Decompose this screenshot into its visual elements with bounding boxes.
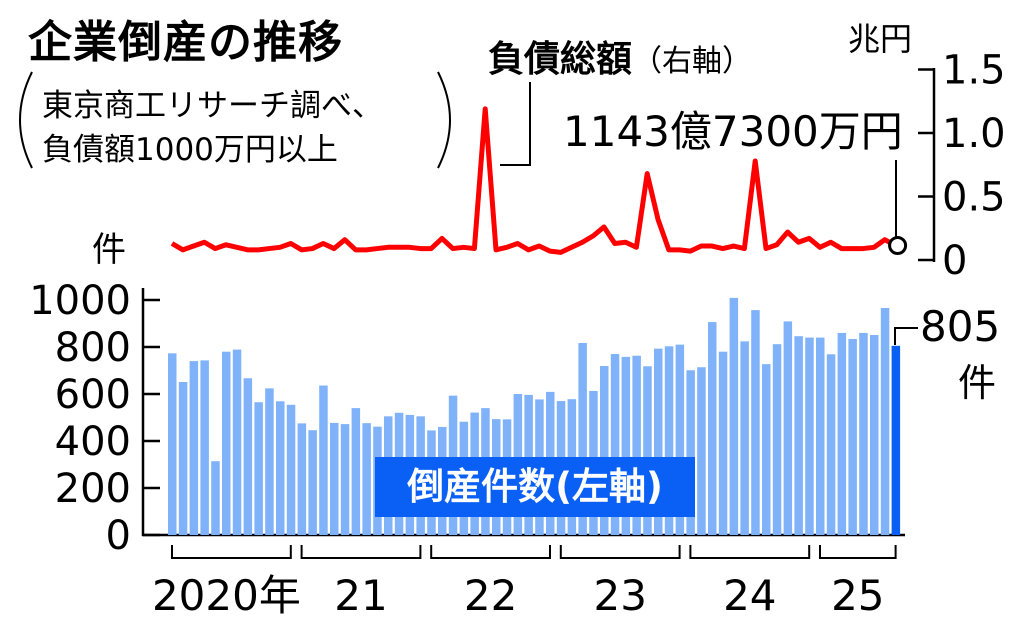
right-axis-tick-label: 0.5 — [942, 175, 1006, 221]
bar — [729, 297, 739, 535]
bar-latest — [891, 345, 901, 535]
source-note-line2: 負債額1000万円以上 — [42, 132, 338, 168]
right-axis-tick-label: 0 — [942, 238, 967, 284]
debt-line — [170, 106, 897, 255]
year-bracket — [689, 545, 811, 559]
bar — [675, 344, 685, 535]
left-axis-tick-label: 800 — [55, 325, 131, 371]
bar — [697, 367, 706, 535]
count-latest-unit: 件 — [958, 361, 997, 405]
year-label: 25 — [831, 571, 884, 620]
bar — [286, 404, 296, 535]
bar — [168, 353, 177, 535]
chart-title: 企業倒産の推移 — [28, 17, 343, 68]
bar — [600, 366, 609, 535]
debt-latest-label: 1143億7300万円 — [563, 107, 903, 156]
year-label: 24 — [723, 571, 776, 620]
bar — [610, 354, 620, 535]
bar — [643, 366, 652, 535]
left-axis-tick-label: 1000 — [29, 278, 131, 324]
bar — [254, 402, 263, 535]
count-latest-leader — [894, 327, 918, 345]
bar-series-label: 倒産件数(左軸) — [375, 457, 695, 517]
bar — [751, 310, 760, 535]
year-bracket — [819, 545, 897, 559]
bar — [319, 385, 328, 535]
year-bracket — [559, 545, 681, 559]
bar — [837, 332, 847, 535]
bar — [859, 332, 868, 535]
left-axis-tick-label: 600 — [55, 372, 131, 418]
bar — [826, 354, 836, 535]
bar — [816, 337, 825, 535]
bar — [243, 378, 253, 535]
debt-latest-point — [888, 236, 908, 256]
bar — [362, 423, 371, 535]
bar — [708, 322, 717, 535]
left-axis-tick-label: 400 — [55, 419, 131, 465]
bar — [351, 408, 361, 535]
bar — [718, 351, 728, 535]
bar — [783, 321, 793, 535]
bar — [200, 360, 209, 535]
year-label: 21 — [334, 571, 387, 620]
bar — [664, 346, 674, 535]
year-label: 22 — [464, 571, 517, 620]
bar — [654, 348, 663, 535]
right-axis-tick-label: 1.0 — [942, 111, 1006, 157]
bar — [740, 341, 749, 535]
left-axis-tick-label: 200 — [55, 466, 131, 512]
bar — [870, 335, 879, 535]
left-axis-unit: 件 — [92, 230, 126, 270]
source-close-paren — [437, 71, 451, 169]
bar — [880, 307, 890, 535]
bar — [794, 336, 803, 535]
right-axis-unit: 兆円 — [848, 20, 913, 58]
year-bracket — [430, 545, 551, 559]
bar — [232, 349, 242, 535]
year-bracket — [171, 545, 292, 559]
count-latest-label: 805 — [920, 302, 1001, 351]
bar — [265, 388, 274, 535]
bar — [686, 370, 695, 535]
bar — [308, 430, 317, 535]
right-axis-tick-label: 1.5 — [942, 48, 1006, 94]
bar — [762, 364, 771, 535]
bar — [189, 361, 199, 535]
bar — [578, 343, 587, 535]
bar — [276, 401, 285, 535]
debt-series-title: 負債総額（右軸） — [488, 30, 752, 82]
peak-leader-line — [500, 82, 531, 166]
left-axis-tick-label: 0 — [106, 513, 131, 559]
year-label: 2020年 — [152, 571, 301, 620]
bar — [632, 355, 641, 535]
bar — [222, 351, 231, 535]
year-bracket — [300, 545, 422, 559]
bar — [211, 461, 220, 535]
source-note-line1: 東京商工リサーチ調べ、 — [42, 88, 383, 124]
debt-series-name: 負債総額 — [488, 39, 633, 80]
bar — [805, 337, 814, 535]
bar — [330, 422, 339, 535]
bar — [340, 424, 350, 535]
bar — [848, 339, 857, 535]
year-label: 23 — [593, 571, 646, 620]
bar — [297, 423, 307, 535]
debt-axis-note: （右軸） — [632, 44, 753, 79]
bar — [178, 382, 188, 535]
bar — [621, 356, 631, 535]
source-open-paren — [19, 71, 33, 169]
bar — [772, 344, 782, 535]
